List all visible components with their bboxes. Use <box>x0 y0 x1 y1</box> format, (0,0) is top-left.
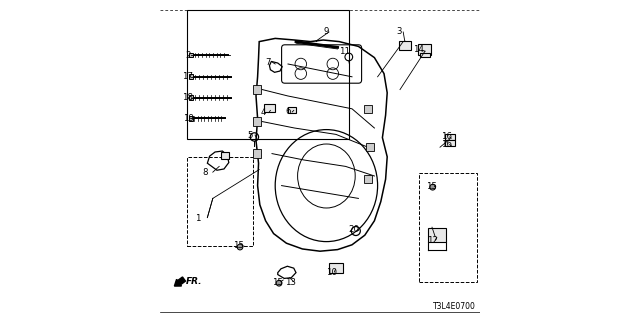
FancyBboxPatch shape <box>445 134 455 140</box>
FancyBboxPatch shape <box>189 75 193 79</box>
Text: 1: 1 <box>195 214 200 223</box>
FancyBboxPatch shape <box>189 95 193 100</box>
Text: 18: 18 <box>182 93 193 102</box>
FancyArrow shape <box>174 277 186 286</box>
Text: 6: 6 <box>285 107 291 116</box>
FancyBboxPatch shape <box>221 152 229 159</box>
FancyBboxPatch shape <box>189 116 193 121</box>
FancyBboxPatch shape <box>288 107 296 113</box>
Text: 13: 13 <box>285 278 296 287</box>
Text: 15: 15 <box>272 278 284 287</box>
Text: 2: 2 <box>186 51 191 60</box>
FancyBboxPatch shape <box>419 44 431 55</box>
FancyBboxPatch shape <box>253 117 261 126</box>
Text: 8: 8 <box>203 168 208 177</box>
FancyBboxPatch shape <box>428 228 446 242</box>
Text: 16: 16 <box>441 140 452 149</box>
Text: 20: 20 <box>348 225 359 234</box>
FancyBboxPatch shape <box>445 140 455 146</box>
Text: 11: 11 <box>339 47 351 56</box>
Text: 9: 9 <box>323 27 328 36</box>
FancyBboxPatch shape <box>253 85 261 94</box>
Circle shape <box>430 184 435 190</box>
Text: 10: 10 <box>326 268 337 277</box>
FancyBboxPatch shape <box>420 53 430 57</box>
Text: 16: 16 <box>441 132 452 141</box>
FancyBboxPatch shape <box>364 105 371 113</box>
Bar <box>419 173 477 282</box>
Text: 14: 14 <box>413 45 424 54</box>
Text: 4: 4 <box>260 108 266 117</box>
FancyBboxPatch shape <box>366 143 374 151</box>
Text: 15: 15 <box>426 182 437 191</box>
Text: T3L4E0700: T3L4E0700 <box>433 302 476 311</box>
Bar <box>187 10 349 139</box>
Bar <box>187 157 253 246</box>
Text: 7: 7 <box>266 58 271 67</box>
Text: 12: 12 <box>427 236 438 245</box>
Circle shape <box>276 280 282 286</box>
Text: 17: 17 <box>182 72 193 81</box>
Text: 19: 19 <box>183 114 193 123</box>
FancyBboxPatch shape <box>189 53 193 58</box>
FancyBboxPatch shape <box>364 175 371 183</box>
Text: FR.: FR. <box>186 277 202 286</box>
FancyBboxPatch shape <box>264 104 275 112</box>
Circle shape <box>237 244 243 250</box>
Text: 15: 15 <box>233 241 244 250</box>
Text: 5: 5 <box>248 131 253 140</box>
FancyBboxPatch shape <box>329 263 343 273</box>
Text: 3: 3 <box>397 27 402 36</box>
FancyBboxPatch shape <box>253 149 261 158</box>
FancyBboxPatch shape <box>399 41 411 50</box>
